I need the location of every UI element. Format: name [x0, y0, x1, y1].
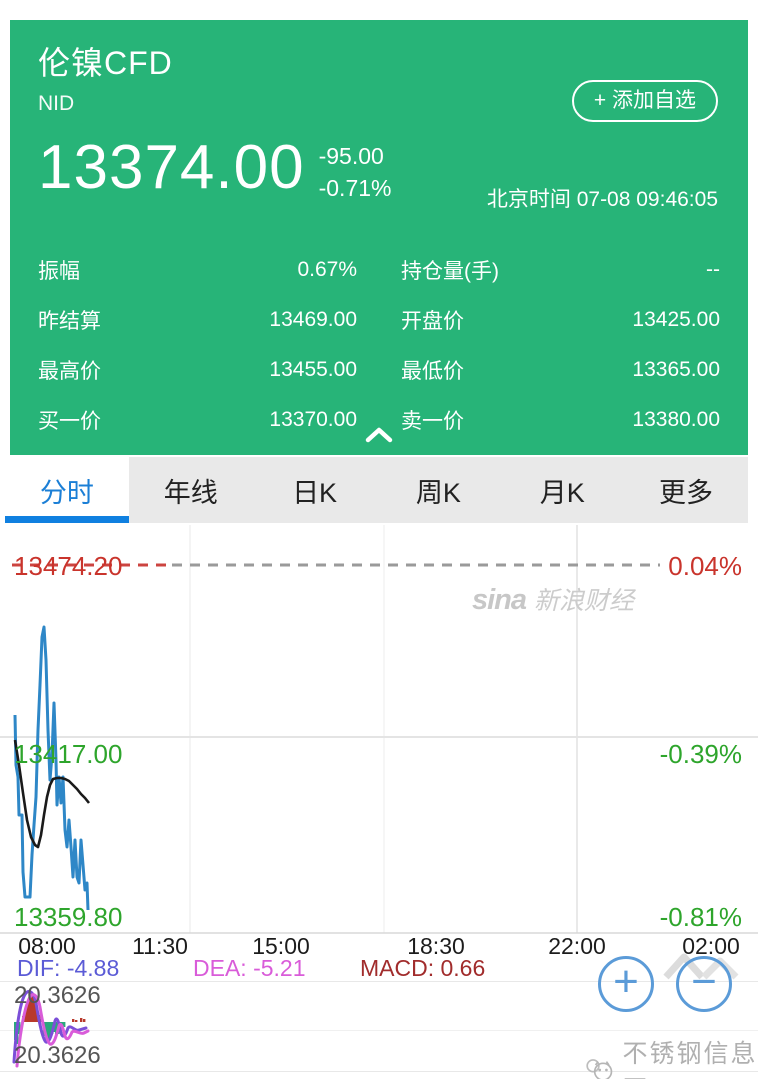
chevron-up-icon: [365, 427, 393, 443]
dif-line: [12, 990, 88, 1064]
intraday-chart-canvas[interactable]: 13474.20 0.04% 13417.00 -0.39% 13359.80 …: [0, 525, 758, 935]
price-change: -95.00: [318, 143, 384, 169]
beijing-timestamp: 北京时间 07-08 09:46:05: [486, 188, 718, 211]
site-watermark-text: 不锈钢信息网: [622, 1040, 758, 1079]
divider: [0, 981, 758, 982]
tab-label: 月K: [539, 477, 585, 508]
stat-value: 13370.00: [269, 408, 357, 431]
stats-grid: 振幅 0.67% 持仓量(手) -- 昨结算 13469.00 开盘价 1342…: [38, 245, 720, 445]
chart-plot: [0, 525, 758, 934]
sina-watermark: sina 新浪财经: [472, 581, 634, 617]
tab-label: 年线: [163, 477, 218, 508]
time-tick: 18:30: [407, 933, 465, 959]
y-label-lower-price: 13359.80: [14, 902, 123, 932]
stat-bid-price: 买一价 13370.00: [38, 395, 357, 445]
average-price-line: [13, 739, 91, 849]
price-change-percent: -0.71%: [318, 175, 392, 202]
quote-header-card: 伦镍CFD NID + 添加自选 13374.00 -95.00 -0.71% …: [10, 20, 748, 455]
tab-label: 分时: [39, 477, 94, 508]
time-tick: 11:30: [132, 933, 188, 959]
macd-histogram-plot: [12, 990, 90, 1068]
minus-icon: −: [691, 957, 717, 1006]
divider: [0, 1071, 758, 1072]
stat-label: 持仓量(手): [401, 260, 499, 283]
stat-value: 13365.00: [632, 358, 720, 381]
tab-weekly-k[interactable]: 周K: [376, 457, 500, 523]
time-tick: 08:00: [18, 933, 76, 959]
stat-label: 最高价: [38, 360, 101, 383]
stat-high-price: 最高价 13455.00: [38, 345, 357, 395]
time-tick: 22:00: [548, 933, 606, 959]
stat-ask-price: 卖一价 13380.00: [401, 395, 720, 445]
zoom-out-button[interactable]: −: [676, 956, 732, 1012]
instrument-title: 伦镍CFD: [38, 45, 173, 81]
time-tick: 02:00: [682, 933, 740, 959]
dea-value-label: DEA: -5.21: [193, 955, 306, 981]
stat-label: 卖一价: [401, 410, 464, 433]
stat-value: 13380.00: [632, 408, 720, 431]
tab-daily-k[interactable]: 日K: [253, 457, 377, 523]
stat-label: 开盘价: [401, 310, 464, 333]
stat-value: 13469.00: [269, 308, 357, 331]
dif-value-label: DIF: -4.88: [17, 955, 120, 981]
stat-label: 最低价: [401, 360, 464, 383]
cat-face-logo-icon: [586, 1059, 613, 1079]
stat-value: 13455.00: [269, 358, 357, 381]
tab-label: 日K: [292, 477, 338, 508]
tab-label: 周K: [415, 477, 461, 508]
time-axis: 08:00 11:30 15:00 18:30 22:00 02:00: [0, 933, 758, 959]
tab-label: 更多: [659, 477, 714, 508]
y-label-lower-pct: -0.81%: [659, 902, 742, 932]
tab-more[interactable]: 更多: [624, 457, 748, 523]
stat-value: --: [706, 258, 720, 281]
y-label-upper-pct: 0.04%: [668, 551, 742, 581]
macd-scale-top: 20.3626: [14, 982, 101, 1009]
chart-period-tabs: 分时 年线 日K 周K 月K 更多: [5, 457, 748, 523]
active-tab-underline: [5, 516, 129, 523]
stat-label: 振幅: [38, 260, 80, 283]
stat-amplitude: 振幅 0.67%: [38, 245, 357, 295]
tab-yearly[interactable]: 年线: [129, 457, 253, 523]
y-label-upper-price: 13474.20: [14, 551, 123, 581]
stat-label: 买一价: [38, 410, 101, 433]
stat-open-price: 开盘价 13425.00: [401, 295, 720, 345]
collapse-panel-button[interactable]: [359, 427, 399, 449]
zoom-in-button[interactable]: +: [598, 956, 654, 1012]
last-price: 13374.00: [38, 133, 305, 202]
time-tick: 15:00: [252, 933, 310, 959]
sina-logo-icon: sina: [472, 584, 527, 616]
stat-value: 13425.00: [632, 308, 720, 331]
tab-monthly-k[interactable]: 月K: [500, 457, 624, 523]
stat-open-interest: 持仓量(手) --: [401, 245, 720, 295]
add-watchlist-button[interactable]: + 添加自选: [571, 80, 718, 122]
stat-label: 昨结算: [38, 310, 101, 333]
stat-low-price: 最低价 13365.00: [401, 345, 720, 395]
instrument-symbol: NID: [38, 92, 75, 115]
price-block: 13374.00 -95.00 -0.71%: [38, 132, 391, 204]
plus-icon: +: [613, 957, 639, 1006]
sina-watermark-text: 新浪财经: [534, 587, 635, 615]
y-label-mid-pct: -0.39%: [659, 739, 742, 769]
macd-value-label: MACD: 0.66: [360, 955, 486, 981]
divider: [0, 1030, 758, 1031]
dea-line: [15, 993, 90, 1068]
stat-value: 0.67%: [297, 258, 357, 281]
tab-minute-chart[interactable]: 分时: [5, 457, 129, 523]
price-change-block: -95.00 -0.71%: [319, 140, 392, 204]
price-line: [13, 625, 90, 911]
site-watermark: 不锈钢信息网: [583, 1034, 758, 1079]
y-label-mid-price: 13417.00: [14, 739, 123, 769]
stat-prev-settlement: 昨结算 13469.00: [38, 295, 357, 345]
macd-scale-bottom: 20.3626: [14, 1042, 101, 1069]
